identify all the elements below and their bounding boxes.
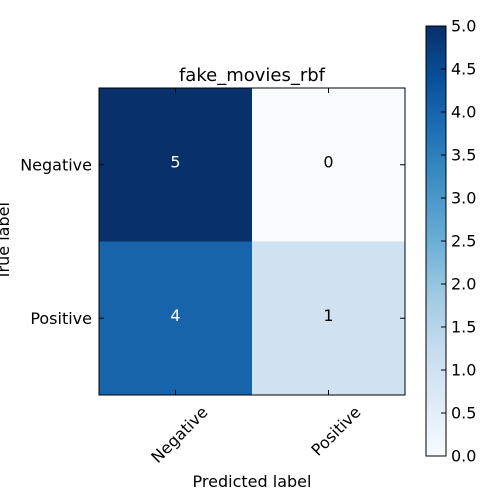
y-tick-label: Negative	[20, 155, 92, 174]
x-tick-label: Positive	[307, 403, 364, 460]
cell-value-label: 5	[170, 152, 180, 171]
colorbar-tick-label: 1.5	[451, 318, 476, 337]
colorbar-tick-label: 5.0	[451, 17, 476, 36]
x-tick-labels: Negative Positive	[147, 403, 364, 467]
colorbar-tick-label: 0.0	[451, 447, 476, 466]
y-tick-labels: Negative Positive	[20, 155, 92, 328]
colorbar-tick-label: 2.5	[451, 232, 476, 251]
y-axis-label: True label	[0, 202, 13, 281]
chart-title: fake_movies_rbf	[179, 65, 326, 86]
y-tick-label: Positive	[30, 309, 92, 328]
heatmap-cell	[99, 241, 252, 395]
x-axis-label: Predicted label	[193, 472, 312, 491]
cell-value-label: 0	[323, 152, 333, 171]
x-tick-label: Negative	[147, 403, 211, 467]
colorbar-tick-label: 0.5	[451, 404, 476, 423]
colorbar-ticks: 0.0 0.5 1.0 1.5 2.0 2.5 3.0 3.5 4.0 4.5 5.0	[441, 17, 476, 466]
heatmap-cell	[252, 241, 405, 395]
colorbar-tick-label: 3.0	[451, 189, 476, 208]
axis-ticks	[99, 88, 405, 395]
cell-value-labels: 5 0 4 1	[170, 152, 333, 325]
colorbar-tick-label: 2.0	[451, 275, 476, 294]
colorbar-tick-label: 4.0	[451, 103, 476, 122]
cell-value-label: 4	[170, 306, 180, 325]
heatmap-cells	[99, 88, 405, 395]
colorbar-tick-label: 3.5	[451, 146, 476, 165]
cell-value-label: 1	[323, 306, 333, 325]
heatmap-cell	[99, 88, 252, 242]
heatmap-cell	[252, 88, 405, 242]
colorbar-tick-label: 1.0	[451, 361, 476, 380]
plot-frame	[98, 87, 406, 396]
colorbar-tick-label: 4.5	[451, 60, 476, 79]
